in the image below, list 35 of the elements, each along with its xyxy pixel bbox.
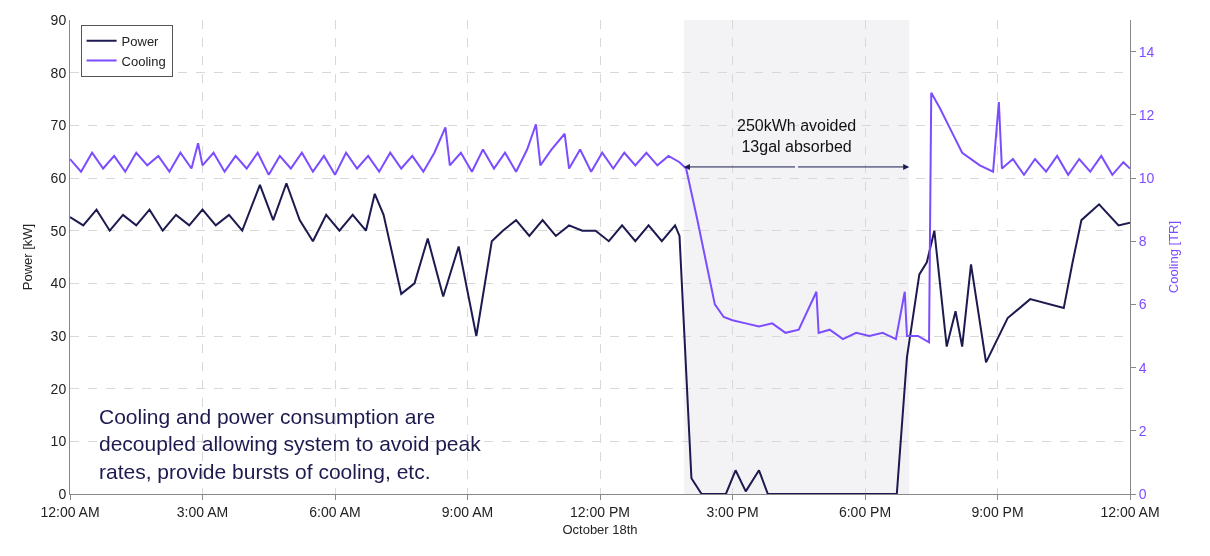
x-tick-label: 3:00 PM [706,503,759,520]
y-tick-label: 30 [50,327,67,344]
y-tick-label: 90 [50,11,67,28]
y-tick-label: 40 [50,275,67,292]
y2-tick-label: 14 [1138,43,1155,60]
x-axis-title: October 18th [562,522,638,538]
y-tick-label: 20 [50,380,67,397]
y2-tick-label: 0 [1138,485,1147,502]
band-label: 250kWh avoided 13gal absorbed [737,117,857,155]
annotation: Cooling and power consumption are decoupled allowing system to avoid peak rates, provide bursts of cooling, etc. [99,405,482,483]
y-axis-title: Power [kW] [19,223,35,291]
y-tick-label: 50 [50,222,67,239]
y-tick-label: 70 [50,117,67,134]
y-tick-label: 60 [50,169,67,186]
x-tick-label: 6:00 AM [309,503,361,520]
y2-tick-label: 4 [1138,359,1147,376]
y2-tick-label: 10 [1138,169,1155,186]
y2-tick-label: 8 [1138,233,1147,250]
y2-tick-label: 6 [1138,296,1147,313]
legend-label: Power [121,33,160,49]
x-tick-label: 9:00 PM [971,503,1024,520]
x-tick-label: 12:00 AM [1100,503,1160,520]
y-tick-label: 10 [50,433,67,450]
line-series [70,91,1130,344]
x-tick-label: 6:00 PM [838,503,892,520]
y-tick-label: 0 [58,485,67,502]
x-tick-label: 12:00 PM [570,503,630,520]
x-tick-label: 3:00 AM [176,503,229,520]
x-tick-label: 12:00 AM [40,503,100,520]
y2-axis-title: Cooling [TR] [1166,220,1182,294]
y2-tick-label: 12 [1138,106,1155,123]
y2-tick-label: 2 [1138,422,1147,439]
legend-label: Cooling [121,53,166,69]
y-tick-label: 80 [50,64,67,81]
x-tick-label: 9:00 AM [441,503,494,520]
